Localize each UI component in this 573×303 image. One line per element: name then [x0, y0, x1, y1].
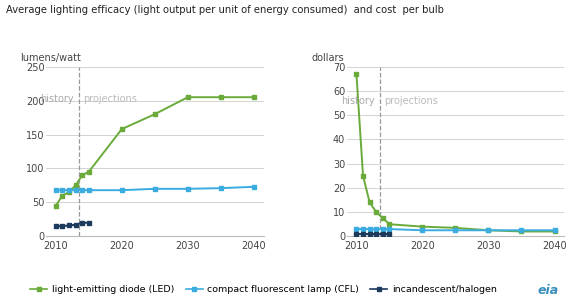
Text: history: history: [41, 94, 74, 104]
Text: history: history: [342, 96, 375, 106]
Text: dollars: dollars: [312, 53, 344, 63]
Text: projections: projections: [84, 94, 138, 104]
Legend: light-emitting diode (LED), compact fluorescent lamp (CFL), incandescent/halogen: light-emitting diode (LED), compact fluo…: [26, 282, 501, 298]
Text: Average lighting efficacy (light output per unit of energy consumed)  and cost  : Average lighting efficacy (light output …: [6, 5, 444, 15]
Text: eia: eia: [537, 284, 559, 297]
Text: lumens/watt: lumens/watt: [19, 53, 81, 63]
Text: projections: projections: [384, 96, 438, 106]
